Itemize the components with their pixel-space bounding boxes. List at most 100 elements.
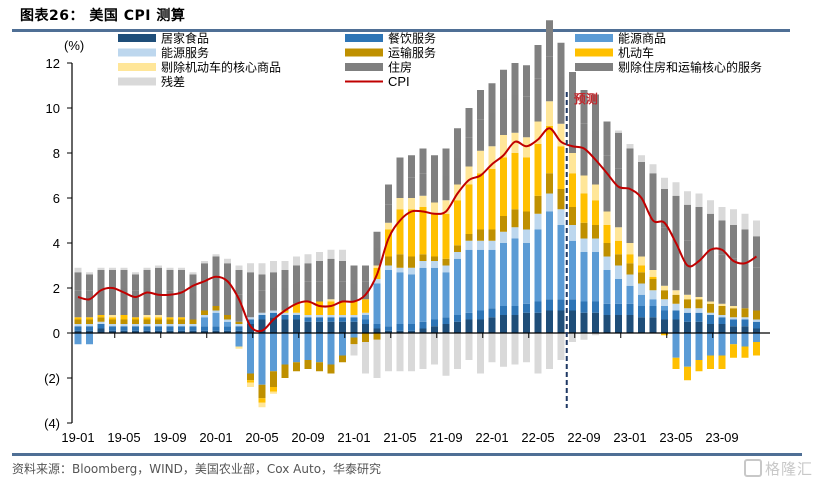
bar-segment (465, 137, 473, 167)
bar-segment (569, 103, 576, 153)
bar-segment (281, 270, 289, 288)
bar-stack-19-03 (97, 267, 105, 333)
bar-segment (707, 303, 714, 313)
bar-segment (419, 321, 427, 329)
bar-segment (615, 227, 622, 241)
bar-segment (362, 315, 369, 320)
bar-segment (316, 362, 323, 372)
bar-segment (684, 294, 691, 300)
bar-segment (385, 326, 392, 331)
bar-segment (603, 270, 611, 304)
bar-segment (730, 344, 737, 358)
bar-segment (488, 168, 496, 230)
bar-segment (707, 312, 714, 315)
bar-segment (281, 315, 289, 320)
bar-segment (385, 256, 392, 266)
bar-segment (465, 249, 473, 313)
bar-segment (132, 272, 139, 275)
zero-line (72, 332, 770, 338)
bar-segment (431, 202, 438, 214)
bar-segment (408, 333, 415, 372)
bar-segment (419, 261, 427, 268)
x-tick-label: 21-01 (337, 430, 370, 445)
bar-segment (86, 319, 93, 324)
bar-segment (373, 324, 381, 329)
bar-segment (534, 301, 542, 313)
bar-segment (132, 326, 139, 331)
bar-segment (649, 290, 657, 300)
bar-segment (178, 330, 185, 333)
bar-segment (155, 330, 162, 333)
bar-segment (431, 261, 438, 268)
bar-stack-21-03 (373, 231, 381, 378)
x-tick-label: 19-09 (153, 430, 186, 445)
bar-segment (373, 339, 381, 378)
bar-segment (258, 274, 266, 291)
bar-segment (626, 303, 634, 315)
bar-segment (362, 342, 369, 374)
bar-stack-20-12 (339, 249, 346, 363)
legend-label: 能源商品 (618, 31, 666, 46)
bar-segment (511, 132, 519, 153)
bar-segment (753, 333, 760, 342)
legend-label: 能源服务 (161, 45, 209, 60)
bar-segment (523, 157, 530, 212)
bar-segment (454, 258, 461, 315)
bar-segment (488, 229, 496, 241)
bar-stack-21-11 (465, 108, 473, 360)
bar-segment (523, 211, 530, 230)
bar-segment (684, 366, 691, 381)
bar-segment (97, 315, 105, 318)
bar-segment (672, 357, 680, 369)
bar-segment (454, 315, 461, 322)
bar-segment (74, 333, 82, 345)
bar-segment (155, 317, 162, 320)
bar-segment (626, 144, 634, 149)
bar-segment (661, 319, 668, 333)
bar-segment (143, 317, 151, 320)
bar-segment (109, 317, 116, 320)
bar-segment (672, 319, 680, 333)
bar-segment (166, 324, 174, 327)
bar-segment (316, 321, 323, 333)
bar-segment (661, 177, 668, 189)
bar-stack-21-01 (350, 265, 358, 356)
bar-segment (500, 157, 507, 216)
bar-segment (511, 333, 519, 365)
bar-segment (120, 315, 128, 320)
bar-segment (408, 324, 415, 331)
bar-stack-21-05 (396, 157, 404, 372)
bar-segment (511, 315, 519, 333)
x-axis: 19-01 19-05 19-09 20-01 20-05 20-09 21-01 21-05… (61, 430, 738, 445)
bar-segment (661, 310, 668, 320)
bar-segment (235, 270, 243, 295)
bar-segment (603, 315, 611, 333)
bar-segment (638, 155, 645, 162)
bar-segment (672, 303, 680, 311)
bar-segment (695, 193, 703, 207)
bar-stack-21-09 (442, 148, 450, 376)
bar-segment (603, 256, 611, 270)
bar-segment (143, 267, 151, 270)
bar-segment (201, 315, 208, 318)
legend-label: 剔除机动车的核心商品 (161, 60, 281, 75)
bar-segment (592, 252, 599, 302)
bar-segment (86, 333, 93, 345)
bar-segment (523, 333, 530, 363)
bar-segment (707, 355, 714, 369)
y-tick-label: 4 (53, 236, 60, 251)
bar-segment (603, 211, 611, 225)
x-tick-label: 20-05 (245, 430, 278, 445)
bar-segment (281, 312, 289, 315)
bar-segment (534, 333, 542, 374)
bar-segment (707, 333, 714, 356)
forecast-label: 预测 (574, 91, 598, 106)
bar-segment (695, 207, 703, 243)
bar-segment (327, 299, 335, 302)
bar-segment (511, 227, 519, 239)
bar-segment (626, 148, 634, 185)
legend-item: 能源商品 (575, 31, 666, 46)
legend-label: 住房 (388, 60, 412, 75)
bar-segment (304, 360, 312, 369)
bar-segment (74, 290, 82, 318)
